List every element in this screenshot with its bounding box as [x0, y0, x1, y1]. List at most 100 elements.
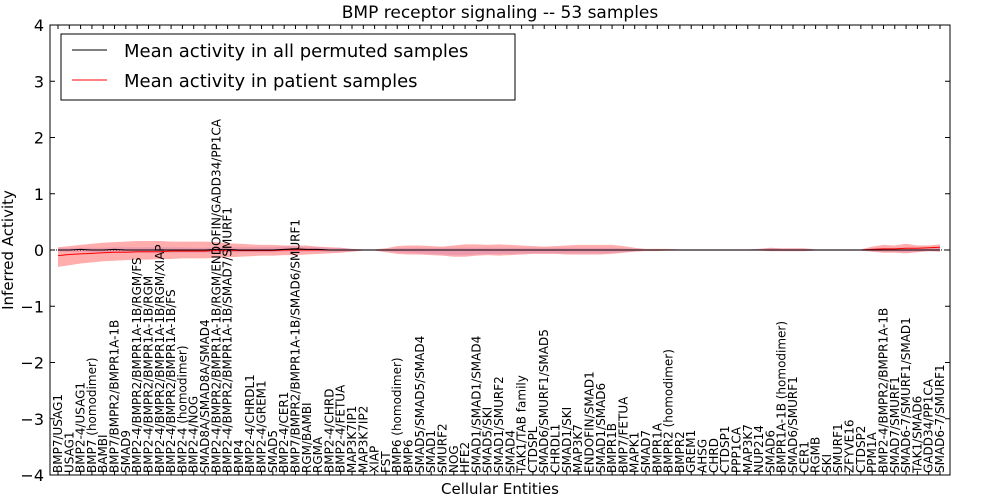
x-tick-label: SMAD6/SMURF1 [786, 376, 800, 473]
x-tick-label: BMPR1A [650, 422, 664, 473]
x-tick-label: SMAD1 [424, 430, 438, 473]
y-tick-label: −4 [20, 466, 44, 485]
x-tick-label: SMAD5 [266, 430, 280, 473]
x-tick-label: SKI [820, 454, 834, 473]
x-tick-label: RGMA [311, 436, 325, 473]
x-tick-label: USAG1 [62, 431, 76, 473]
legend-label-patient: Mean activity in patient samples [124, 71, 418, 92]
x-tick-label: BMP6 [402, 440, 416, 473]
x-tick-label: BMP2-4/BMPR2/BMPR1A-1B/RGM/XIAP [153, 244, 167, 473]
x-tick-label: SMURF1 [831, 423, 845, 473]
x-tick-label: TAK1/TAB family [515, 375, 529, 474]
x-tick-label: BMP4 [232, 440, 246, 473]
x-tick-label: BMP2-4 (homodimer) [175, 345, 189, 473]
legend-label-permuted: Mean activity in all permuted samples [124, 41, 468, 62]
x-tick-label: XIAP [368, 446, 382, 473]
x-tick-label: BMP2-4/USAG1 [74, 382, 88, 473]
y-tick-label: −3 [20, 410, 44, 429]
x-tick-label: MAP3K7 [741, 424, 755, 473]
x-tick-label: BMP6 (homodimer) [390, 357, 404, 473]
x-tick-label: SMAD6 [763, 430, 777, 473]
x-tick-label: BAMBI [96, 434, 110, 473]
x-tick-label: SMAD5/SKI [481, 407, 495, 473]
y-axis-ticks: 4 3 2 1 0 −1 −2 −3 −4 [20, 16, 950, 485]
x-tick-label: BMPR1B [605, 423, 619, 473]
x-tick-label: SMURF2 [436, 423, 450, 473]
x-tick-label: SMAD6-7/SMURF1/SMAD1 [899, 317, 913, 473]
y-tick-label: 3 [34, 72, 44, 91]
x-tick-label: BMPR2 (homodimer) [662, 349, 676, 473]
x-tick-label: BMP7/BMPR2/BMPR1A-1B/SMAD6/SMURF1 [289, 219, 303, 473]
x-tick-label: SMAD7 [639, 430, 653, 473]
x-tick-label: BMP2-4/BMPR2/BMPR1A-1B/FS [164, 289, 178, 473]
legend: Mean activity in all permuted samples Me… [60, 33, 516, 101]
x-tick-label: BMP2-4/CHRD [322, 389, 336, 473]
x-tick-label: CHRD [707, 438, 721, 473]
x-axis-label: Cellular Entities [441, 480, 559, 498]
y-tick-label: −1 [20, 297, 44, 316]
chart-title: BMP receptor signaling -- 53 samples [342, 3, 659, 23]
x-tick-label: SMAD1/SKI [560, 407, 574, 473]
x-tick-label: AHSG [696, 439, 710, 473]
x-tick-label: PPM1A [865, 432, 879, 473]
x-tick-label: CTDSP1 [718, 426, 732, 473]
x-tick-label: BMPR1A-1B (homodimer) [775, 321, 789, 473]
x-tick-label: SMAD9 [119, 430, 133, 473]
x-tick-label: BMP2-4/NOG [187, 396, 201, 473]
x-tick-label: SMAD7/SMURF1 [888, 376, 902, 473]
x-tick-label: BMP2-4/BMPR2/BMPR1A-1B/RGM [142, 276, 156, 473]
plot-frame [49, 24, 951, 476]
x-tick-label: ENDOFIN/SMAD1 [583, 371, 597, 473]
y-axis-label: Inferred Activity [0, 190, 17, 310]
x-tick-label: BMP7/FETUA [616, 396, 630, 473]
y-tick-label: 0 [34, 241, 44, 260]
x-tick-label: SMAD8A/SMAD8A/SMAD4 [198, 319, 212, 473]
x-tick-label: MAP3K7IP2 [356, 406, 370, 473]
x-tick-label: BMPR2 [673, 431, 687, 473]
legend-box [60, 33, 516, 101]
y-tick-label: 1 [34, 185, 44, 204]
x-tick-label: BMP2-4/BMPR2/BMPR1A-1B [877, 308, 891, 473]
patient-variance-band [58, 241, 940, 267]
x-tick-label: MAPK1 [628, 432, 642, 473]
x-tick-label: NUP214 [752, 425, 766, 473]
x-tick-label: MAP3K7 [571, 424, 585, 473]
x-tick-label: GADD34/PP1CA [922, 378, 936, 473]
x-tick-label: NOG [447, 445, 461, 473]
x-tick-label: BMP2-4/BMPR2/BMPR1A-1B/RGM/FS [130, 257, 144, 473]
x-tick-label: CTDSPL [526, 426, 540, 473]
x-tick-label: TAK1/SMAD6 [910, 396, 924, 474]
x-tick-label: BMP7 (homodimer) [85, 357, 99, 473]
x-tick-label: BMP7/BMPR2/BMPR1A-1B [108, 320, 122, 473]
x-tick-label: RGMB [809, 437, 823, 473]
x-tick-label: SMAD6/SMURF1/SMAD5 [537, 329, 551, 473]
x-tick-label: BMP2-4/CHRDL1 [243, 374, 257, 473]
x-tick-label: FST [379, 451, 393, 473]
x-tick-label: BMP2-4/FETUA [334, 384, 348, 473]
y-tick-label: −2 [20, 354, 44, 373]
x-tick-label: SMAD4 [503, 430, 517, 473]
x-tick-label: PPP1CA [730, 426, 744, 473]
x-tick-label: CHRDL1 [549, 424, 563, 473]
x-tick-label: RGM/BAMBI [300, 402, 314, 473]
permuted-mean-line [58, 248, 940, 251]
plot-area [50, 241, 950, 267]
x-tick-label: SMAD1/SMURF2 [492, 376, 506, 473]
x-tick-label: CER1 [797, 441, 811, 473]
x-tick-label: BMP2-4/CER1 [277, 392, 291, 473]
x-tick-label: SMAD1/SMAD1/SMAD4 [469, 336, 483, 473]
x-tick-label: SMAD6-7/SMURF1 [933, 364, 947, 473]
x-tick-label: BMP2-4/GREM1 [255, 380, 269, 473]
x-tick-label: BMP2-4/BMPR2/BMPR1A-1B/RGM/ENDOFIN/GADD3… [209, 118, 223, 473]
x-tick-label: CTDSP2 [854, 426, 868, 473]
x-tick-label: SMAD1/SMAD6 [594, 383, 608, 473]
x-tick-label: ZFYVE16 [843, 419, 857, 473]
x-tick-label: SMAD5/SMAD5/SMAD4 [413, 336, 427, 473]
x-tick-label: MAP3K7IP1 [345, 406, 359, 473]
x-tick-label: GREM1 [684, 430, 698, 473]
x-tick-label: HFE2 [458, 442, 472, 473]
x-tick-label: BMP7/USAG1 [51, 394, 65, 473]
y-tick-label: 4 [34, 16, 44, 35]
